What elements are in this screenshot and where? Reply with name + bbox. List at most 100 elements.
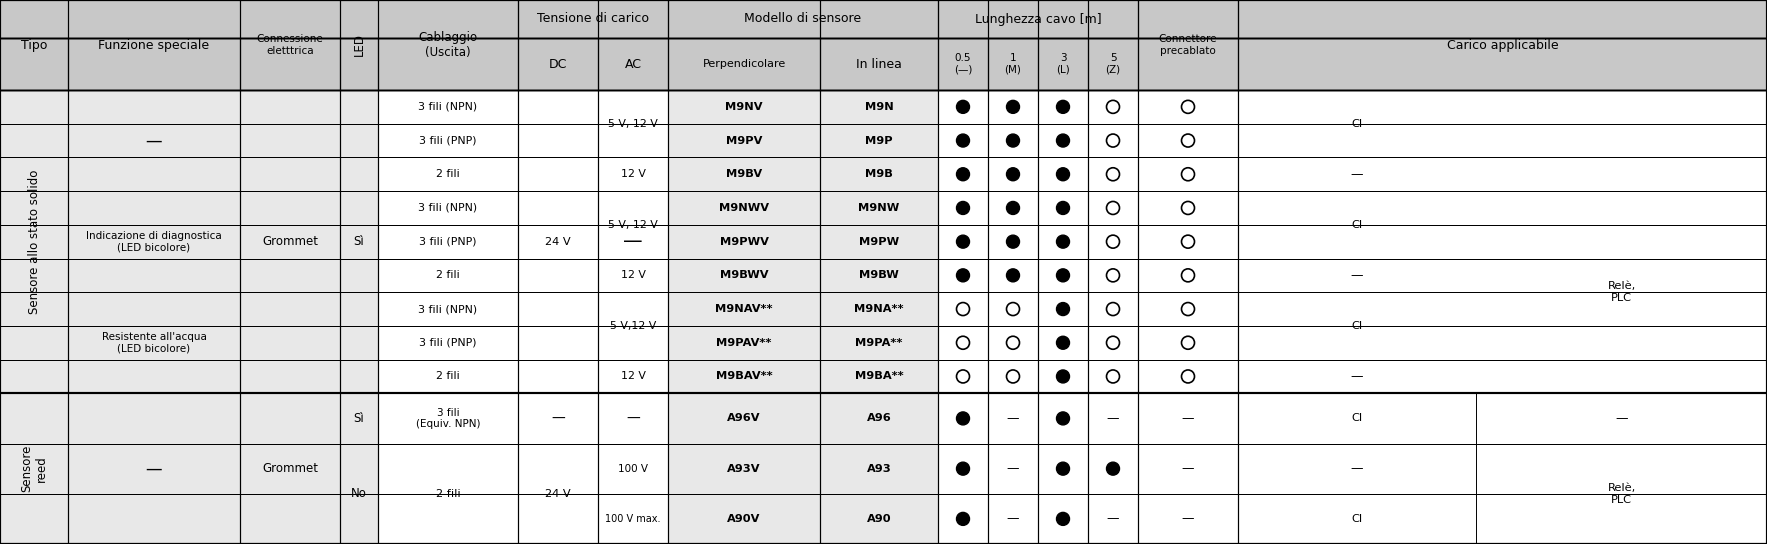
- Bar: [0, 393, 1767, 443]
- Text: —: —: [1615, 412, 1627, 425]
- Text: M9PWV: M9PWV: [719, 237, 769, 246]
- Text: 5 V,12 V: 5 V,12 V: [610, 321, 656, 331]
- Text: Tensione di carico: Tensione di carico: [537, 13, 648, 26]
- Text: DC: DC: [550, 58, 567, 71]
- Text: —: —: [1007, 412, 1020, 425]
- Bar: [668, 225, 938, 258]
- Text: Relè,
PLC: Relè, PLC: [1608, 483, 1636, 505]
- Circle shape: [956, 201, 970, 214]
- Text: Connettore
precablato: Connettore precablato: [1159, 34, 1217, 56]
- Bar: [0, 258, 1767, 292]
- Circle shape: [956, 462, 970, 475]
- Text: 24 V: 24 V: [546, 489, 571, 499]
- Bar: [668, 1, 938, 38]
- Bar: [339, 393, 378, 544]
- Text: 100 V: 100 V: [618, 463, 648, 474]
- Bar: [0, 157, 1767, 191]
- Circle shape: [1007, 168, 1020, 181]
- Text: —: —: [1350, 269, 1364, 282]
- Bar: [0, 494, 1767, 544]
- Text: Relè,
PLC: Relè, PLC: [1608, 281, 1636, 303]
- Bar: [668, 157, 938, 191]
- Text: A93V: A93V: [728, 463, 762, 474]
- Circle shape: [956, 412, 970, 425]
- Text: —: —: [1350, 168, 1364, 181]
- Text: —: —: [1182, 412, 1194, 425]
- Text: Sì: Sì: [353, 235, 364, 248]
- Text: Sì: Sì: [353, 412, 364, 425]
- Text: A96: A96: [866, 413, 891, 423]
- Text: M9NAV**: M9NAV**: [716, 304, 772, 314]
- Circle shape: [1057, 235, 1069, 248]
- Text: —: —: [1182, 512, 1194, 526]
- Text: Cablaggio
(Uscita): Cablaggio (Uscita): [419, 31, 477, 59]
- Text: 100 V max.: 100 V max.: [606, 514, 661, 524]
- Circle shape: [1057, 201, 1069, 214]
- Bar: [0, 292, 270, 360]
- Text: 2 fili: 2 fili: [436, 372, 459, 381]
- Text: Indicazione di diagnostica
(LED bicolore): Indicazione di diagnostica (LED bicolore…: [87, 231, 223, 252]
- Text: A90: A90: [866, 514, 891, 524]
- Text: 5
(Z): 5 (Z): [1106, 53, 1120, 75]
- Text: —: —: [1007, 462, 1020, 475]
- Bar: [938, 1, 1138, 38]
- Circle shape: [1007, 134, 1020, 147]
- Text: 2 fili: 2 fili: [436, 489, 461, 499]
- Bar: [67, 90, 240, 393]
- Text: 3 fili (PNP): 3 fili (PNP): [419, 338, 477, 348]
- Text: 5 V, 12 V: 5 V, 12 V: [608, 119, 657, 129]
- Text: —: —: [1106, 512, 1119, 526]
- Text: 3
(L): 3 (L): [1057, 53, 1069, 75]
- Text: Resistente all'acqua
(LED bicolore): Resistente all'acqua (LED bicolore): [101, 332, 207, 354]
- Circle shape: [1057, 134, 1069, 147]
- Bar: [668, 393, 938, 443]
- Text: 3 fili (PNP): 3 fili (PNP): [419, 135, 477, 146]
- Text: M9BW: M9BW: [859, 270, 899, 280]
- Text: M9PA**: M9PA**: [855, 338, 903, 348]
- Circle shape: [1057, 462, 1069, 475]
- Text: 24 V: 24 V: [546, 237, 571, 246]
- Text: CI: CI: [1352, 413, 1362, 423]
- Text: M9BA**: M9BA**: [855, 372, 903, 381]
- Circle shape: [956, 235, 970, 248]
- Text: —: —: [1106, 412, 1119, 425]
- Bar: [518, 1, 668, 38]
- Text: 3 fili (NPN): 3 fili (NPN): [419, 102, 477, 112]
- Text: M9BWV: M9BWV: [719, 270, 769, 280]
- Text: Perpendicolare: Perpendicolare: [701, 59, 786, 69]
- Text: Grommet: Grommet: [262, 235, 318, 248]
- Circle shape: [956, 512, 970, 526]
- Text: 1
(M): 1 (M): [1005, 53, 1021, 75]
- Bar: [0, 90, 67, 393]
- Text: M9NWV: M9NWV: [719, 203, 769, 213]
- Bar: [668, 123, 938, 157]
- Text: 3 fili (PNP): 3 fili (PNP): [419, 237, 477, 246]
- Text: M9P: M9P: [866, 135, 892, 146]
- Text: LED: LED: [352, 34, 366, 57]
- Circle shape: [1057, 336, 1069, 349]
- Text: —: —: [624, 232, 643, 251]
- Text: —: —: [551, 411, 565, 425]
- Circle shape: [1057, 100, 1069, 113]
- Text: 3 fili (NPN): 3 fili (NPN): [419, 203, 477, 213]
- Circle shape: [1007, 235, 1020, 248]
- Text: 12 V: 12 V: [620, 270, 645, 280]
- Bar: [0, 292, 1767, 326]
- Bar: [668, 258, 938, 292]
- Circle shape: [1007, 269, 1020, 282]
- Text: M9PAV**: M9PAV**: [716, 338, 772, 348]
- Bar: [0, 360, 1767, 393]
- Text: CI: CI: [1352, 321, 1362, 331]
- Bar: [668, 494, 938, 544]
- Text: In linea: In linea: [855, 58, 901, 71]
- Bar: [341, 1, 378, 90]
- Text: CI: CI: [1352, 119, 1362, 129]
- Text: M9BV: M9BV: [726, 169, 762, 180]
- Bar: [0, 443, 1767, 494]
- Bar: [668, 326, 938, 360]
- Bar: [0, 191, 1767, 225]
- Circle shape: [1007, 201, 1020, 214]
- Circle shape: [1057, 269, 1069, 282]
- Circle shape: [1057, 302, 1069, 316]
- Circle shape: [1057, 370, 1069, 383]
